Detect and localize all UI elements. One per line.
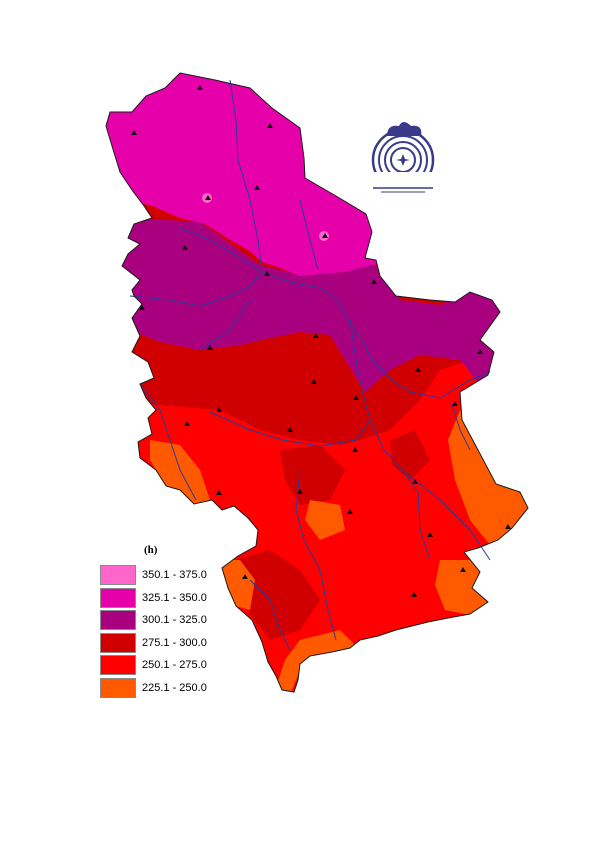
station-marker-icon (477, 349, 483, 354)
legend-title: (h) (144, 544, 158, 556)
zone-300-325 (106, 215, 510, 392)
emblem-cloud (387, 122, 422, 136)
station-marker-icon (352, 447, 358, 452)
weather-stations (131, 85, 511, 597)
river-morava (349, 319, 431, 561)
legend-swatch (100, 565, 136, 586)
station-marker-icon (347, 509, 353, 514)
river-sava (129, 271, 263, 307)
river-tamis (299, 199, 319, 271)
station-marker-icon (322, 233, 328, 238)
station-marker-icon (216, 490, 222, 495)
river-ibar (295, 469, 337, 641)
legend-item: 250.1 - 275.0 (100, 654, 230, 677)
station-marker-icon (287, 427, 293, 432)
legend-rows: 350.1 - 375.0 325.1 - 350.0 300.1 - 325.0 2… (100, 564, 230, 699)
river-drina (139, 383, 197, 501)
emblem-star-icon (396, 154, 410, 166)
legend: (h) 350.1 - 375.0 325.1 - 350.0 300.1 - 32… (100, 544, 230, 699)
legend-label: 325.1 - 350.0 (142, 591, 207, 604)
legend-item: 350.1 - 375.0 (100, 564, 230, 587)
legend-item: 325.1 - 350.0 (100, 587, 230, 610)
zone-275-300-patch-1 (280, 445, 345, 505)
river-zapadna-morava (209, 411, 371, 447)
station-marker-icon (242, 574, 248, 579)
legend-item: 225.1 - 250.0 (100, 677, 230, 700)
legend-label: 275.1 - 300.0 (142, 636, 207, 649)
legend-swatch (100, 587, 136, 608)
legend-swatch (100, 632, 136, 653)
zone-225-250-southwest (215, 560, 255, 610)
legend-label: 250.1 - 275.0 (142, 659, 207, 672)
station-marker-icon (207, 345, 213, 350)
station-marker-icon (216, 407, 222, 412)
legend-swatch (100, 677, 136, 698)
legend-label: 225.1 - 250.0 (142, 681, 207, 694)
zone-225-250-central (305, 500, 345, 540)
station-marker-icon (254, 185, 260, 190)
station-marker-icon (205, 195, 211, 200)
station-marker-icon (411, 592, 417, 597)
legend-item: 300.1 - 325.0 (100, 609, 230, 632)
legend-swatch (100, 610, 136, 631)
station-marker-icon (415, 367, 421, 372)
station-marker-icon (297, 489, 303, 494)
river-juzna-morava (401, 469, 491, 561)
station-marker-icon (371, 279, 377, 284)
zone-275-300-patch-2 (235, 550, 320, 640)
station-marker-icon (264, 271, 270, 276)
station-marker-icon (139, 305, 145, 310)
legend-item: 275.1 - 300.0 (100, 632, 230, 655)
station-marker-icon (313, 333, 319, 338)
station-marker-icon (452, 401, 458, 406)
station-marker-icon (412, 479, 418, 484)
zone-225-250-west (150, 440, 210, 505)
river-danube (179, 227, 491, 399)
legend-label: 350.1 - 375.0 (142, 569, 207, 582)
legend-label: 300.1 - 325.0 (142, 614, 207, 627)
rivers (129, 79, 491, 651)
station-marker-icon (182, 245, 188, 250)
river-kolubara (199, 299, 251, 351)
station-marker-icon (267, 123, 273, 128)
legend-swatch (100, 655, 136, 676)
station-marker-icon (131, 130, 137, 135)
zone-225-250-east (448, 410, 528, 545)
station-marker-icon (460, 567, 466, 572)
station-marker-icon (184, 421, 190, 426)
river-tisa (229, 79, 263, 273)
station-marker-icon (505, 524, 511, 529)
zone-225-250-southeast (435, 560, 490, 615)
river-beli-drim (249, 579, 291, 651)
station-marker-icon (427, 532, 433, 537)
station-marker-icon (197, 85, 203, 90)
station-marker-icon (353, 395, 359, 400)
river-timok (451, 403, 471, 451)
station-marker-icon (311, 379, 317, 384)
institution-emblem-logo (369, 122, 437, 196)
